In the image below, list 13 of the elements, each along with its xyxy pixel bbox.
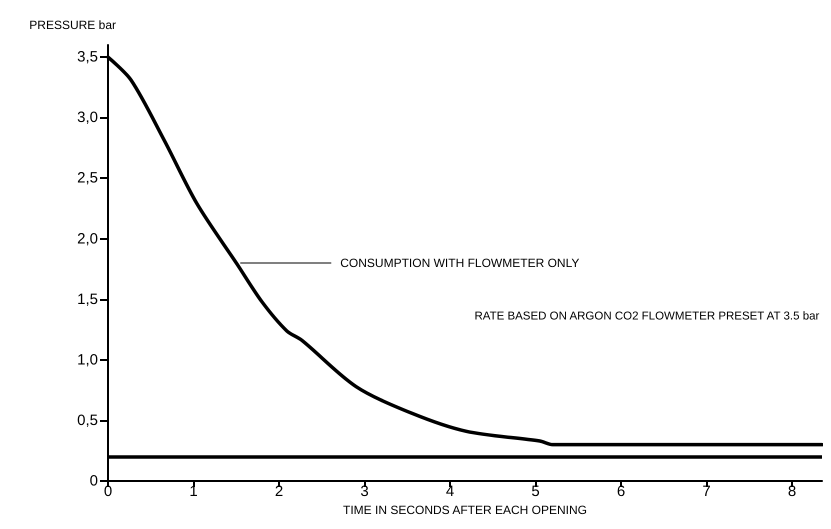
y-tick-label: 3,5 (77, 48, 98, 66)
x-axis-title: TIME IN SECONDS AFTER EACH OPENING (342, 502, 588, 517)
annotation: RATE BASED ON ARGON CO2 FLOWMETER PRESET AT 3.5 bar (474, 310, 820, 323)
y-tick-label: 1,0 (77, 351, 98, 368)
y-tick-label: 0 (90, 472, 98, 490)
y-tick-label: 0,5 (77, 412, 98, 429)
y-tick-label: 1,5 (77, 290, 98, 308)
y-tick-label: 2,0 (77, 230, 98, 248)
annotation: CONSUMPTION WITH FLOWMETER ONLY (340, 256, 580, 270)
y-tick-label: 3,0 (77, 109, 98, 126)
x-tick-label: 4 (446, 483, 454, 500)
y-axis-title: PRESSURE bar (29, 18, 116, 32)
y-tick-label: 2,5 (77, 170, 98, 187)
